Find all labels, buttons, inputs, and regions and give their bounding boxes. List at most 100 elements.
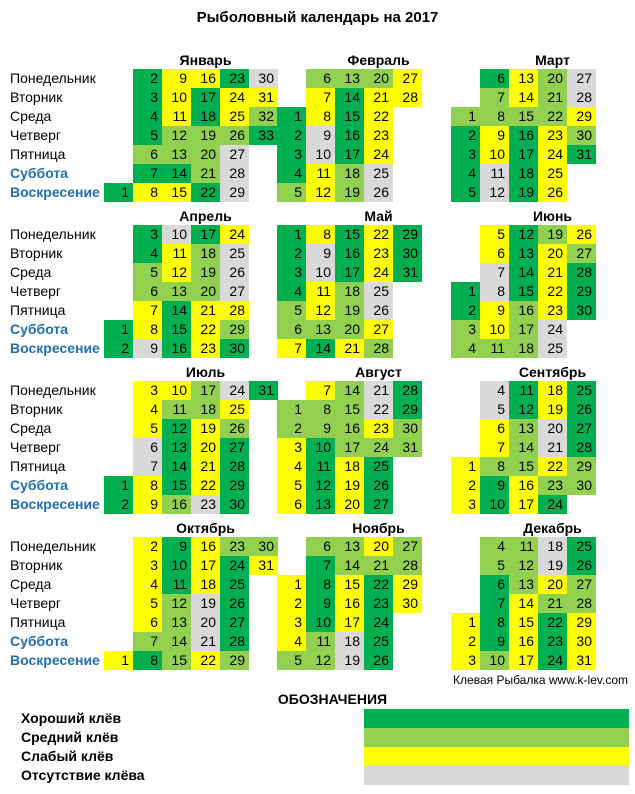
legend-label: Средний клёв [21, 729, 119, 745]
day-cell-good: 13 [509, 244, 538, 263]
day-cell-good: 2 [133, 69, 162, 88]
day-cell-medium: 19 [191, 263, 220, 282]
day-cell-medium: 4 [480, 537, 509, 556]
day-cell-medium: 18 [509, 339, 538, 358]
day-cell-medium: 1 [277, 400, 306, 419]
day-cell-good: 26 [364, 476, 393, 495]
day-cell-none: 21 [191, 632, 220, 651]
month-grid: Ноябрь 1 2 3 4 5 6 7 8 9 10 11 12 13 14 15 16 17 18 19 20 21 2… [277, 517, 451, 671]
weekday-label: Вторник [10, 557, 63, 573]
day-cell-weak: 8 [133, 320, 162, 339]
day-cell-weak: 15 [509, 613, 538, 632]
day-cell-weak: 7 [133, 301, 162, 320]
day-cell-weak: 21 [538, 263, 567, 282]
day-cell-good: 14 [162, 164, 191, 183]
day-cell-good: 25 [364, 632, 393, 651]
month-grid: Декабрь 1 2 3 4 5 6 7 8 9 10 11 12 13 14 15 16 17 18 19 20 21… [451, 517, 625, 671]
day-cell-medium: 21 [538, 88, 567, 107]
day-cell-medium: 15 [509, 457, 538, 476]
day-cell-good: 25 [220, 575, 249, 594]
day-cell-weak: 17 [509, 651, 538, 670]
quarter-block: Понедельник Вторник Среда Четверг Пятница Суб… [0, 361, 635, 515]
day-cell-medium: 19 [191, 126, 220, 145]
day-cell-good: 17 [191, 88, 220, 107]
day-cell-good: 27 [220, 613, 249, 632]
month-grid: Январь 1 2 3 4 5 6 7 8 9 10 11 12 13 14 15 16 17 18 19 20 21 2… [104, 49, 278, 203]
day-cell-good: 28 [220, 457, 249, 476]
day-cell-medium: 15 [162, 651, 191, 670]
day-cell-medium: 14 [162, 632, 191, 651]
day-cell-medium: 11 [509, 537, 538, 556]
day-cell-weak: 6 [277, 495, 306, 514]
day-cell-medium: 12 [509, 556, 538, 575]
day-cell-good: 15 [162, 476, 191, 495]
day-cell-good: 1 [104, 183, 133, 202]
day-cell-none: 7 [133, 457, 162, 476]
day-cell-weak: 4 [277, 457, 306, 476]
day-cell-good: 4 [133, 244, 162, 263]
day-cell-medium: 29 [220, 651, 249, 670]
day-cell-good: 9 [306, 594, 335, 613]
day-cell-none: 28 [220, 164, 249, 183]
day-cell-weak: 2 [451, 632, 480, 651]
day-cell-medium: 10 [480, 651, 509, 670]
day-cell-good: 15 [162, 320, 191, 339]
day-cell-medium: 30 [567, 126, 596, 145]
day-cell-weak: 1 [277, 575, 306, 594]
day-cell-good: 31 [567, 145, 596, 164]
day-cell-good: 29 [567, 282, 596, 301]
weekday-label: Вторник [10, 89, 63, 105]
weekday-label: Вторник [10, 401, 63, 417]
day-cell-medium: 15 [335, 400, 364, 419]
day-cell-medium: 27 [393, 537, 422, 556]
day-cell-medium: 23 [220, 537, 249, 556]
day-cell-good: 31 [249, 381, 278, 400]
day-cell-good: 10 [480, 495, 509, 514]
day-cell-weak: 7 [277, 339, 306, 358]
day-cell-medium: 21 [364, 556, 393, 575]
day-cell-none: 30 [249, 69, 278, 88]
day-cell-medium: 19 [335, 301, 364, 320]
day-cell-none: 25 [364, 164, 393, 183]
day-cell-good: 28 [567, 438, 596, 457]
day-cell-weak: 8 [306, 225, 335, 244]
day-cell-good: 2 [451, 126, 480, 145]
day-cell-weak: 4 [277, 632, 306, 651]
day-cell-good: 12 [509, 225, 538, 244]
day-cell-weak: 23 [538, 301, 567, 320]
day-cell-weak: 29 [567, 107, 596, 126]
day-cell-medium: 13 [509, 419, 538, 438]
day-cell-weak: 18 [538, 381, 567, 400]
day-cell-good: 27 [364, 495, 393, 514]
weekday-label: Вторник [10, 245, 63, 261]
day-cell-good: 14 [162, 301, 191, 320]
day-cell-weak: 18 [335, 457, 364, 476]
day-cell-weak: 8 [133, 476, 162, 495]
day-cell-weak: 24 [538, 145, 567, 164]
day-cell-weak: 1 [104, 651, 133, 670]
day-cell-none: 11 [480, 164, 509, 183]
legend-swatch-none [364, 766, 629, 785]
day-cell-good: 14 [306, 339, 335, 358]
quarter-block: Понедельник Вторник Среда Четверг Пятница Суб… [0, 517, 635, 671]
weekday-label: Суббота [10, 165, 69, 181]
day-cell-weak: 24 [364, 263, 393, 282]
weekday-label: Четверг [10, 439, 62, 455]
legend-title: ОБОЗНАЧЕНИЯ [277, 691, 388, 707]
day-cell-good: 8 [480, 613, 509, 632]
month-grid: Апрель 1 2 3 4 5 6 7 8 9 10 11 12 13 14 15 16 17 18 19 20 21 2… [104, 205, 278, 359]
day-cell-good: 4 [277, 164, 306, 183]
day-cell-medium: 11 [306, 632, 335, 651]
day-cell-medium: 12 [162, 594, 191, 613]
day-cell-good: 26 [567, 556, 596, 575]
day-cell-weak: 23 [364, 244, 393, 263]
day-cell-good: 25 [364, 457, 393, 476]
day-cell-none: 18 [335, 632, 364, 651]
legend-label: Отсутствие клёва [21, 767, 145, 783]
weekday-label: Воскресение [10, 184, 100, 200]
day-cell-medium: 18 [335, 282, 364, 301]
legend-item-weak: Слабый клёв [0, 747, 635, 766]
day-cell-medium: 24 [364, 438, 393, 457]
day-cell-medium: 12 [306, 651, 335, 670]
source-credit: Клевая Рыбалка www.k-lev.com [453, 673, 628, 687]
